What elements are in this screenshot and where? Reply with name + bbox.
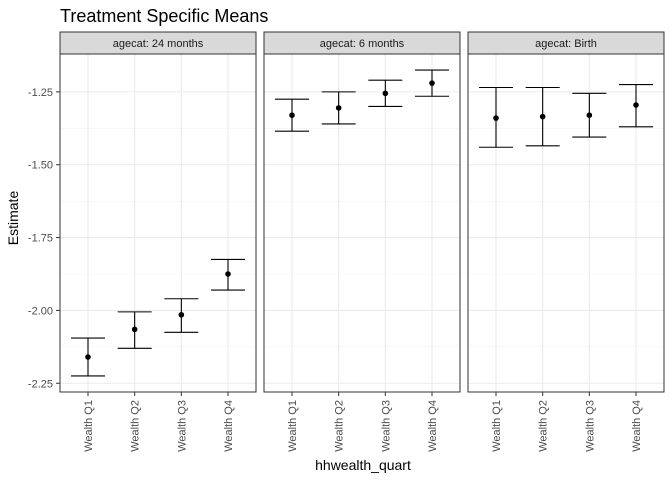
panel-background (468, 54, 664, 392)
facet-strip-label: agecat: 6 months (320, 38, 405, 50)
estimate-point (335, 105, 342, 111)
y-tick-label: -1.25 (28, 87, 53, 99)
x-tick-label: Wealth Q2 (130, 400, 142, 452)
x-tick-label: Wealth Q3 (380, 400, 392, 452)
estimate-point (493, 115, 499, 121)
x-tick-label: Wealth Q2 (334, 400, 346, 452)
x-tick-label: Wealth Q4 (427, 400, 439, 452)
x-tick-label: Wealth Q2 (538, 400, 550, 452)
panel-background (60, 54, 256, 392)
x-axis-title: hhwealth_quart (315, 457, 411, 473)
x-tick-label: Wealth Q4 (223, 400, 235, 452)
y-axis: -2.25 -2.00 -1.75 -1.50 -1.25 (28, 87, 60, 390)
estimate-point (382, 90, 389, 97)
y-axis-title: Estimate (5, 191, 21, 246)
estimate-point (225, 271, 231, 277)
estimate-point (289, 112, 295, 118)
estimate-point (178, 311, 185, 318)
x-tick-label: Wealth Q1 (491, 400, 503, 452)
facet-panel: agecat: 6 months Wealth Q1 Wealth Q2 Wealth… (263, 31, 461, 452)
estimate-point (429, 80, 435, 86)
y-tick-label: -1.50 (28, 160, 53, 172)
chart-title: Treatment Specific Means (60, 6, 268, 26)
y-tick-label: -2.00 (28, 305, 53, 317)
x-tick-label: Wealth Q1 (287, 400, 299, 452)
estimate-point (131, 326, 138, 333)
facet-panel: agecat: Birth Wealth Q1 Wealth Q2 Wealth Q3… (467, 31, 665, 452)
estimate-point (633, 102, 639, 108)
facet-panels: agecat: 24 months Wealth Q1 Wealth Q2 Wealt… (59, 31, 665, 452)
x-tick-label: Wealth Q4 (631, 400, 643, 452)
facet-strip-label: agecat: Birth (535, 38, 597, 50)
x-tick-label: Wealth Q1 (83, 400, 95, 452)
y-tick-label: -1.75 (28, 233, 53, 245)
facet-strip (59, 31, 257, 55)
facet-strip-label: agecat: 24 months (113, 38, 204, 50)
x-tick-label: Wealth Q3 (176, 400, 188, 452)
estimate-point (586, 112, 593, 118)
facet-strip (263, 31, 461, 55)
facet-strip (467, 31, 665, 55)
panel-background (264, 54, 460, 392)
estimate-point (539, 113, 546, 120)
estimate-point (85, 354, 91, 360)
x-tick-label: Wealth Q3 (584, 400, 596, 452)
y-tick-label: -2.25 (28, 378, 53, 390)
facet-panel: agecat: 24 months Wealth Q1 Wealth Q2 Wealt… (59, 31, 257, 452)
